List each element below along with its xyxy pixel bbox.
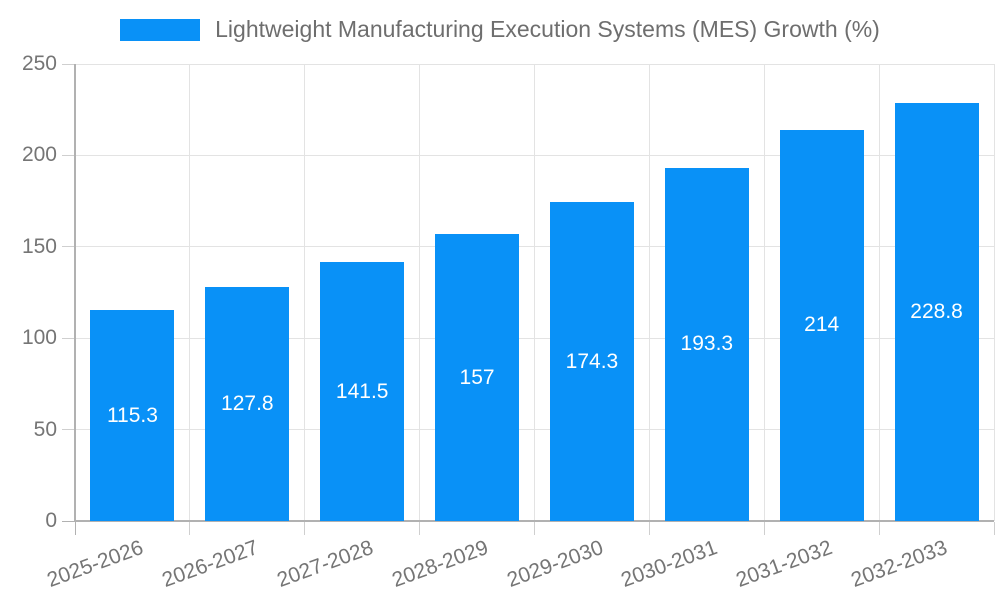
x-axis-tick [74, 522, 76, 535]
bar-value-label: 115.3 [106, 403, 158, 427]
x-gridline [878, 64, 880, 521]
bar-value-label: 174.3 [565, 349, 619, 373]
x-tick-label: 2029-2030 [503, 536, 606, 592]
x-tick-label: 2032-2033 [848, 536, 951, 592]
bar: 141.5 [320, 262, 405, 521]
bar: 115.3 [90, 310, 175, 521]
x-axis-tick [993, 522, 995, 535]
x-axis-tick [763, 522, 765, 535]
bar-value-label: 193.3 [680, 332, 734, 356]
legend-label: Lightweight Manufacturing Execution Syst… [215, 16, 880, 42]
bar: 174.3 [549, 202, 634, 521]
y-axis-tick [62, 63, 75, 65]
bar: 127.8 [205, 287, 290, 521]
x-axis-tick [534, 522, 535, 535]
x-axis-line [75, 520, 994, 522]
y-axis-tick [62, 246, 75, 248]
y-tick-label: 200 [21, 143, 57, 167]
chart-legend: Lightweight Manufacturing Execution Syst… [0, 16, 1000, 43]
legend-swatch [120, 18, 201, 41]
bar: 157 [435, 234, 520, 521]
y-axis-tick [62, 429, 75, 431]
x-axis-tick [304, 522, 306, 535]
x-axis-tick [419, 522, 421, 535]
bar-value-label: 214 [804, 313, 840, 337]
bar-value-label: 157 [459, 365, 495, 389]
y-tick-label: 50 [33, 417, 57, 441]
bar: 228.8 [894, 102, 979, 521]
x-tick-label: 2025-2026 [44, 536, 147, 592]
y-tick-label: 250 [21, 52, 57, 75]
x-tick-label: 2027-2028 [273, 536, 377, 592]
y-tick-label: 100 [21, 326, 57, 350]
x-axis-tick [189, 522, 191, 535]
x-tick-label: 2026-2027 [158, 536, 262, 592]
y-axis-tick [62, 337, 75, 339]
y-axis-line [74, 64, 76, 521]
x-gridline [419, 64, 421, 521]
bar-value-label: 127.8 [221, 392, 274, 416]
y-axis-tick [62, 154, 75, 156]
x-tick-label: 2028-2029 [388, 536, 491, 592]
x-tick-label: 2031-2032 [733, 536, 836, 592]
x-axis-tick [878, 522, 880, 535]
x-gridline [534, 64, 535, 521]
plot-area: 0 50 100 150 200 250 115.3 127.8 141.5 157 174.3 19… [22, 53, 995, 592]
bar: 214 [779, 129, 864, 521]
x-gridline [189, 64, 191, 521]
bar-value-label: 228.8 [910, 299, 963, 323]
x-gridline [304, 64, 306, 521]
bar-value-label: 141.5 [335, 379, 389, 403]
y-axis-tick [62, 520, 75, 522]
x-gridline [993, 64, 995, 521]
x-tick-label: 2030-2031 [618, 536, 721, 592]
bar: 193.3 [664, 167, 749, 521]
x-gridline [648, 64, 650, 521]
y-tick-label: 0 [45, 509, 57, 532]
x-axis-tick [648, 522, 650, 535]
x-gridline [763, 64, 765, 521]
y-tick-label: 150 [21, 234, 57, 258]
